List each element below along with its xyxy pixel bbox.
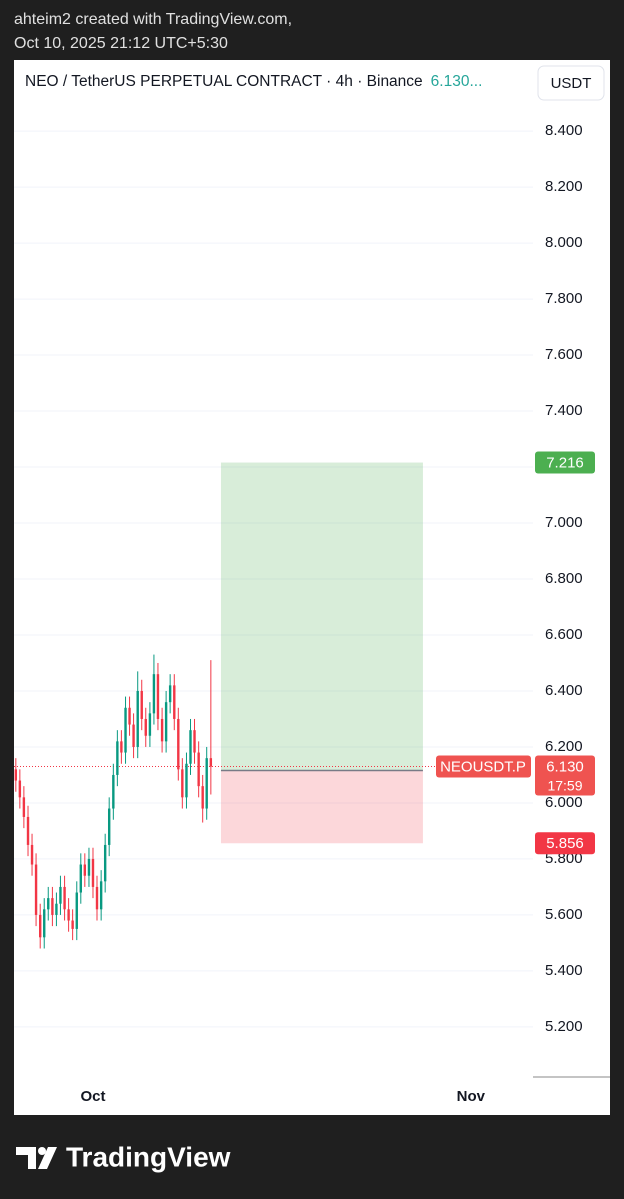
candle-body	[197, 752, 200, 787]
candle-body	[18, 780, 22, 798]
candle-body	[209, 758, 213, 767]
candle-body	[120, 741, 123, 753]
candle-body	[26, 816, 30, 845]
candle-body	[148, 713, 152, 736]
candle-body	[83, 864, 87, 876]
symbol-label: NEOUSDT.P	[440, 759, 526, 776]
candle-body	[99, 881, 103, 910]
candle-body	[112, 774, 115, 809]
candle-body	[67, 909, 70, 921]
last-price-bg	[535, 755, 595, 796]
y-tick-label: 5.200	[545, 1018, 583, 1035]
target-label: 7.216	[546, 455, 584, 472]
logo-mark	[16, 1147, 36, 1169]
candle-body	[63, 886, 66, 910]
stop-label: 5.856	[546, 835, 584, 852]
candle-body	[34, 864, 38, 915]
candle-body	[205, 758, 208, 809]
y-tick-label: 7.400	[545, 402, 583, 419]
candle-body	[140, 690, 143, 719]
candle-body	[156, 674, 160, 719]
y-tick-label: 7.600	[545, 346, 583, 363]
y-tick-label: 6.400	[545, 682, 583, 699]
candle-body	[39, 914, 42, 938]
currency-button[interactable]	[537, 65, 605, 101]
author-line: ahteim2 created with TradingView.com,	[14, 11, 292, 28]
candle-body	[124, 707, 127, 753]
candle-body	[47, 898, 50, 910]
candle-body	[95, 886, 99, 910]
x-tick-label: Oct	[80, 1088, 105, 1105]
candle-body	[136, 690, 139, 747]
y-tick-label: 6.600	[545, 626, 583, 643]
candle-body	[193, 730, 196, 753]
countdown: 17:59	[547, 777, 582, 793]
candle-body	[59, 886, 62, 904]
candle-body	[144, 718, 147, 736]
y-tick-label: 5.400	[545, 962, 583, 979]
candle-body	[160, 718, 164, 742]
symbol-bg	[436, 755, 531, 778]
last-price-label: 6.130	[546, 759, 584, 776]
candle-body	[79, 864, 82, 893]
y-tick-label: 6.800	[545, 570, 583, 587]
brand-name: TradingView	[66, 1141, 231, 1172]
target-zone	[220, 462, 423, 771]
candle-body	[185, 763, 188, 798]
y-tick-label: 7.800	[545, 290, 583, 307]
y-tick-label: 6.200	[545, 738, 583, 755]
candle-body	[201, 786, 204, 809]
y-tick-label: 8.200	[545, 178, 583, 195]
candle-body	[189, 730, 192, 764]
chart-title: NEO / TetherUS PERPETUAL CONTRACT · 4h ·…	[25, 73, 423, 90]
candle-body	[132, 724, 135, 747]
candle-body	[87, 858, 91, 876]
candle-body	[91, 858, 95, 887]
y-tick-label: 8.400	[545, 122, 583, 139]
candle-body	[14, 769, 18, 781]
candle-body	[128, 707, 131, 725]
stop-label-bg	[535, 832, 595, 855]
chart-panel	[14, 60, 610, 1115]
y-tick-label: 6.000	[545, 794, 583, 811]
candle-body	[107, 808, 111, 845]
candle-body	[51, 898, 54, 915]
candle-body	[116, 741, 119, 775]
candle-body	[173, 685, 176, 719]
header-price: 6.130...	[431, 73, 483, 90]
candle-body	[103, 844, 107, 882]
target-label-bg	[535, 451, 595, 474]
y-tick-label: 5.600	[545, 906, 583, 923]
candle-body	[152, 674, 156, 714]
candle-body	[55, 903, 58, 915]
candle-body	[164, 702, 168, 742]
candle-body	[181, 769, 184, 798]
candle-body	[75, 892, 78, 929]
stop-zone	[220, 770, 423, 844]
date-line: Oct 10, 2025 21:12 UTC+5:30	[14, 35, 228, 52]
candle-body	[168, 685, 172, 703]
y-tick-label: 7.000	[545, 514, 583, 531]
candle-body	[22, 797, 26, 817]
candle-body	[71, 920, 74, 929]
candle-body	[43, 909, 46, 938]
plot	[14, 130, 533, 1028]
x-tick-label: Nov	[457, 1088, 486, 1105]
candle-body	[177, 718, 180, 770]
currency-label[interactable]: USDT	[551, 75, 592, 92]
brand-logo	[16, 1147, 57, 1169]
logo-dot	[38, 1147, 46, 1155]
y-tick-label: 8.000	[545, 234, 583, 251]
logo-slash	[38, 1147, 57, 1169]
candle-body	[30, 844, 34, 865]
